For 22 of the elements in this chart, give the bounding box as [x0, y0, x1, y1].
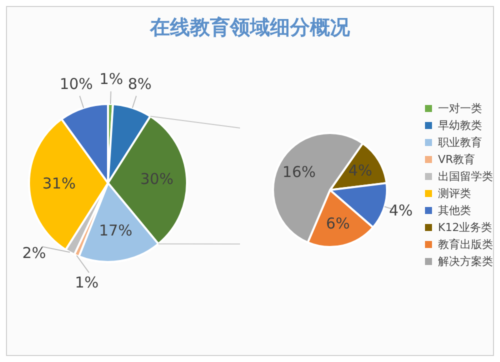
- chart-title: 在线教育领域细分概况: [148, 14, 351, 41]
- legend-label: 其他类: [437, 203, 472, 219]
- data-label: 4%: [388, 202, 413, 220]
- data-label: 1%: [74, 273, 99, 292]
- legend-label: 测评类: [437, 186, 472, 202]
- data-label: 2%: [22, 244, 46, 262]
- data-label: 30%: [140, 170, 174, 188]
- legend-label: 解决方案类: [437, 254, 493, 270]
- legend-label: 出国留学类: [437, 169, 493, 185]
- data-label: 1%: [99, 70, 124, 88]
- data-label: 4%: [348, 162, 372, 180]
- data-label: 6%: [326, 214, 350, 232]
- data-label: 8%: [128, 75, 152, 94]
- legend-label: 职业教育: [437, 135, 483, 151]
- data-label: 31%: [42, 174, 76, 192]
- legend-label: 一对一类: [437, 101, 483, 117]
- legend-label: VR教育: [437, 152, 476, 168]
- legend-label: 教育出版类: [437, 237, 493, 253]
- data-label: 16%: [282, 162, 316, 181]
- legend-label: 早幼教类: [437, 118, 483, 134]
- legend-label: K12业务类: [437, 220, 493, 236]
- data-label: 10%: [60, 75, 93, 94]
